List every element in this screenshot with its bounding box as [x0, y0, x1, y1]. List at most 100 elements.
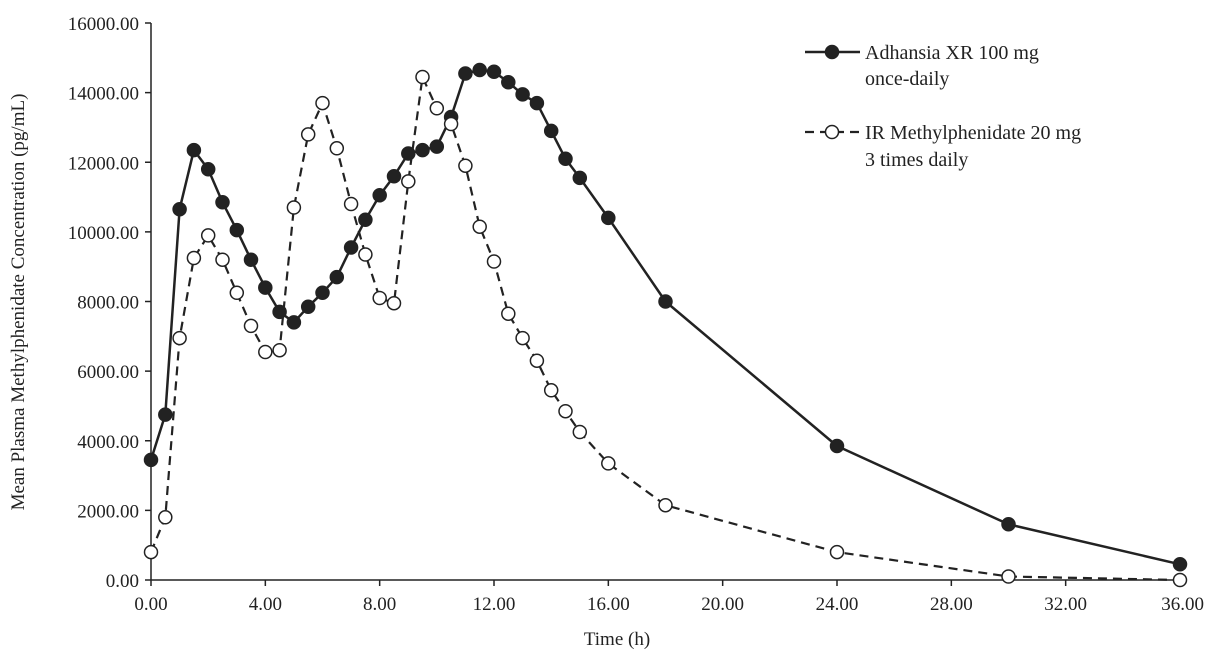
legend-label-adhansia-line2: once-daily	[865, 68, 949, 90]
data-point-ir-methylphenidate	[601, 456, 616, 471]
x-tick-label: 16.00	[587, 594, 630, 615]
data-point-ir-methylphenidate	[286, 200, 302, 215]
data-point-ir-methylphenidate	[315, 95, 330, 111]
data-point-ir-methylphenidate	[358, 247, 373, 262]
x-tick-label: 12.00	[473, 594, 516, 615]
data-point-adhansia	[372, 188, 387, 203]
legend: Adhansia XR 100 mg once-daily IR Methylp…	[805, 42, 1081, 171]
legend-marker-adhansia	[824, 44, 840, 60]
data-point-ir-methylphenidate	[243, 318, 259, 334]
data-point-ir-methylphenidate	[386, 295, 402, 311]
data-point-adhansia	[658, 294, 673, 309]
x-tick-label: 36.00	[1161, 594, 1204, 615]
data-point-adhansia	[501, 74, 516, 90]
y-tick-label: 12000.00	[68, 153, 139, 174]
y-tick-label: 16000.00	[68, 14, 139, 35]
data-point-adhansia	[429, 139, 445, 154]
x-tick-label: 24.00	[816, 594, 859, 615]
x-axis-title: Time (h)	[584, 629, 650, 650]
data-point-adhansia	[529, 95, 545, 111]
data-point-ir-methylphenidate	[543, 383, 559, 398]
data-point-ir-methylphenidate	[258, 344, 273, 360]
data-point-ir-methylphenidate	[172, 330, 187, 346]
data-point-ir-methylphenidate	[200, 228, 216, 243]
x-tick-label: 20.00	[701, 594, 744, 615]
data-point-adhansia	[472, 62, 487, 78]
data-point-adhansia	[215, 195, 230, 210]
series-layer	[143, 62, 1188, 588]
data-point-adhansia	[1172, 557, 1188, 572]
y-tick-label: 4000.00	[77, 432, 139, 453]
data-point-ir-methylphenidate	[343, 196, 359, 212]
data-point-adhansia	[186, 142, 202, 158]
data-point-ir-methylphenidate	[572, 424, 588, 440]
x-tick-label: 0.00	[134, 594, 167, 615]
data-point-adhansia	[486, 64, 502, 79]
data-point-ir-methylphenidate	[229, 285, 245, 301]
data-point-ir-methylphenidate	[429, 101, 445, 116]
data-point-ir-methylphenidate	[529, 353, 545, 368]
legend-label-ir-line2: 3 times daily	[865, 149, 968, 171]
data-point-ir-methylphenidate	[272, 342, 287, 358]
y-tick-label: 14000.00	[68, 84, 139, 105]
data-point-ir-methylphenidate	[300, 127, 316, 142]
data-point-adhansia	[358, 212, 373, 227]
data-point-ir-methylphenidate	[329, 141, 345, 156]
legend-item-ir: IR Methylphenidate 20 mg 3 times daily	[805, 122, 1081, 171]
data-point-adhansia	[158, 407, 173, 422]
data-point-adhansia	[829, 438, 845, 454]
x-tick-label: 8.00	[363, 594, 396, 615]
data-point-ir-methylphenidate	[443, 116, 459, 132]
series-adhansia	[143, 62, 1188, 572]
data-point-adhansia	[343, 240, 359, 255]
x-tick-label: 28.00	[930, 594, 973, 615]
data-point-ir-methylphenidate	[1172, 572, 1188, 588]
x-tick-label: 32.00	[1044, 594, 1087, 615]
y-tick-label: 8000.00	[77, 293, 139, 314]
y-ticks-layer: 0.00 2000.00 4000.00 6000.00 8000.00 10000.00…	[68, 14, 151, 592]
y-tick-label: 2000.00	[77, 501, 139, 522]
data-point-adhansia	[243, 252, 259, 267]
data-point-ir-methylphenidate	[372, 290, 387, 306]
data-point-ir-methylphenidate	[515, 330, 530, 346]
data-point-adhansia	[329, 269, 345, 285]
data-point-adhansia	[172, 201, 187, 217]
data-point-adhansia	[300, 299, 316, 314]
legend-marker-ir	[824, 124, 840, 140]
data-point-ir-methylphenidate	[486, 254, 502, 269]
data-point-adhansia	[200, 161, 216, 177]
data-point-adhansia	[286, 315, 302, 330]
data-point-ir-methylphenidate	[143, 544, 159, 560]
y-tick-label: 6000.00	[77, 362, 139, 383]
data-point-adhansia	[543, 123, 559, 139]
data-point-adhansia	[386, 168, 402, 184]
data-point-ir-methylphenidate	[1001, 569, 1016, 584]
data-point-ir-methylphenidate	[158, 510, 173, 525]
data-point-adhansia	[558, 151, 573, 167]
data-point-ir-methylphenidate	[829, 544, 845, 560]
data-point-ir-methylphenidate	[658, 497, 673, 513]
data-point-ir-methylphenidate	[558, 403, 573, 419]
data-point-adhansia	[143, 452, 159, 468]
data-point-adhansia	[572, 170, 588, 186]
data-point-adhansia	[458, 66, 473, 81]
x-tick-label: 4.00	[249, 594, 282, 615]
y-axis-title: Mean Plasma Methylphenidate Concentratio…	[8, 94, 29, 511]
y-tick-label: 10000.00	[68, 223, 139, 244]
data-point-ir-methylphenidate	[501, 306, 516, 321]
data-point-adhansia	[229, 222, 245, 238]
data-point-ir-methylphenidate	[472, 219, 487, 234]
y-tick-label: 0.00	[106, 571, 139, 592]
data-point-adhansia	[601, 210, 616, 226]
legend-item-adhansia: Adhansia XR 100 mg once-daily	[805, 42, 1039, 90]
data-point-ir-methylphenidate	[458, 158, 473, 173]
data-point-ir-methylphenidate	[415, 69, 430, 85]
data-point-ir-methylphenidate	[186, 250, 202, 266]
series-ir-methylphenidate	[143, 69, 1188, 588]
data-point-ir-methylphenidate	[215, 252, 230, 267]
data-point-adhansia	[415, 142, 430, 158]
data-point-ir-methylphenidate	[401, 174, 416, 189]
legend-label-ir-line1: IR Methylphenidate 20 mg	[865, 122, 1081, 144]
